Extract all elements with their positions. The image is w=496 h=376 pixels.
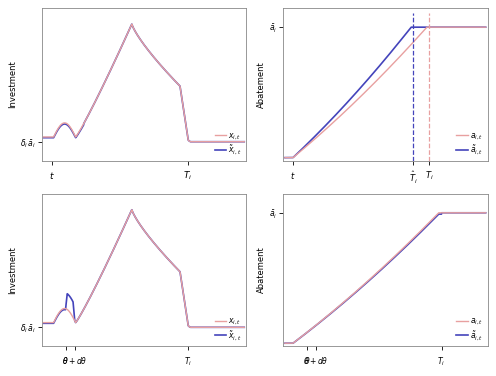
$\tilde{a}_{i,t}$ [292, 153, 298, 158]
$\tilde{a}_{i,t}$ [282, 341, 288, 346]
$a_{i,t}$ [282, 155, 288, 160]
$\tilde{a}_{i,t}$ [374, 66, 380, 71]
$\tilde{x}_{i,t}$ [187, 139, 193, 144]
$\tilde{x}_{i,t}$ [236, 325, 242, 330]
Y-axis label: Abatement: Abatement [257, 247, 266, 293]
$\tilde{x}_{i,t}$ [241, 139, 247, 144]
$x_{i,t}$ [133, 216, 139, 220]
$\tilde{a}_{i,t}$ [477, 25, 483, 29]
$\tilde{x}_{i,t}$ [133, 216, 139, 220]
$x_{i,t}$ [138, 224, 144, 229]
$\tilde{x}_{i,t}$ [129, 22, 135, 26]
Line: $x_{i,t}$: $x_{i,t}$ [44, 210, 244, 327]
$\tilde{x}_{i,t}$ [41, 321, 47, 326]
$a_{i,t}$ [477, 211, 483, 215]
$x_{i,t}$ [236, 325, 242, 330]
$x_{i,t}$ [199, 325, 205, 330]
$\tilde{x}_{i,t}$ [199, 139, 205, 144]
Line: $\tilde{a}_{i,t}$: $\tilde{a}_{i,t}$ [285, 27, 486, 158]
$a_{i,t}$ [379, 265, 385, 270]
$\tilde{a}_{i,t}$ [438, 211, 444, 215]
$\tilde{a}_{i,t}$ [379, 266, 385, 271]
$a_{i,t}$ [477, 211, 483, 215]
$\tilde{x}_{i,t}$ [241, 325, 247, 330]
$a_{i,t}$ [483, 25, 489, 29]
$a_{i,t}$ [424, 25, 430, 29]
$a_{i,t}$ [379, 72, 385, 77]
$a_{i,t}$ [477, 25, 483, 29]
$x_{i,t}$ [129, 208, 135, 212]
$x_{i,t}$ [241, 139, 247, 144]
$x_{i,t}$ [187, 325, 193, 330]
$x_{i,t}$ [199, 139, 205, 144]
$\tilde{x}_{i,t}$ [199, 325, 205, 330]
Legend: $x_{i,t}$, $\tilde{x}_{i,t}$: $x_{i,t}$, $\tilde{x}_{i,t}$ [214, 130, 243, 157]
$a_{i,t}$ [440, 211, 446, 215]
Line: $\tilde{x}_{i,t}$: $\tilde{x}_{i,t}$ [44, 210, 244, 327]
$\tilde{a}_{i,t}$ [483, 25, 489, 29]
$\tilde{x}_{i,t}$ [133, 30, 139, 35]
Legend: $a_{i,t}$, $\tilde{a}_{i,t}$: $a_{i,t}$, $\tilde{a}_{i,t}$ [455, 316, 484, 342]
$a_{i,t}$ [292, 339, 298, 344]
$\tilde{x}_{i,t}$ [51, 321, 57, 325]
$x_{i,t}$ [241, 325, 247, 330]
Y-axis label: Investment: Investment [8, 61, 17, 108]
$\tilde{a}_{i,t}$ [282, 155, 288, 160]
Line: $\tilde{a}_{i,t}$: $\tilde{a}_{i,t}$ [285, 213, 486, 343]
$\tilde{a}_{i,t}$ [290, 341, 296, 346]
$a_{i,t}$ [483, 211, 489, 215]
$\tilde{x}_{i,t}$ [129, 208, 135, 212]
Line: $a_{i,t}$: $a_{i,t}$ [285, 213, 486, 343]
$\tilde{a}_{i,t}$ [379, 60, 385, 65]
$\tilde{a}_{i,t}$ [292, 339, 298, 344]
$a_{i,t}$ [374, 270, 380, 275]
$\tilde{a}_{i,t}$ [440, 25, 446, 29]
$a_{i,t}$ [477, 25, 483, 29]
$\tilde{a}_{i,t}$ [477, 211, 483, 215]
$\tilde{a}_{i,t}$ [408, 25, 414, 29]
Line: $a_{i,t}$: $a_{i,t}$ [285, 27, 486, 158]
$\tilde{x}_{i,t}$ [138, 224, 144, 229]
$\tilde{x}_{i,t}$ [236, 139, 242, 144]
$x_{i,t}$ [138, 39, 144, 43]
$x_{i,t}$ [41, 320, 47, 325]
$\tilde{a}_{i,t}$ [483, 211, 489, 215]
Line: $\tilde{x}_{i,t}$: $\tilde{x}_{i,t}$ [44, 24, 244, 142]
$\tilde{x}_{i,t}$ [187, 325, 193, 330]
$x_{i,t}$ [187, 139, 193, 144]
$\tilde{x}_{i,t}$ [236, 139, 242, 144]
$\tilde{a}_{i,t}$ [374, 271, 380, 275]
$a_{i,t}$ [292, 153, 298, 158]
$x_{i,t}$ [41, 135, 47, 139]
Y-axis label: Investment: Investment [8, 246, 17, 294]
$\tilde{x}_{i,t}$ [138, 39, 144, 43]
$\tilde{x}_{i,t}$ [51, 135, 57, 139]
$\tilde{a}_{i,t}$ [477, 25, 483, 29]
$x_{i,t}$ [236, 139, 242, 144]
Y-axis label: Abatement: Abatement [257, 61, 266, 108]
$a_{i,t}$ [282, 341, 288, 346]
$\tilde{a}_{i,t}$ [477, 211, 483, 215]
$x_{i,t}$ [51, 320, 57, 324]
$a_{i,t}$ [440, 25, 446, 29]
$x_{i,t}$ [51, 134, 57, 139]
$\tilde{x}_{i,t}$ [41, 135, 47, 140]
$x_{i,t}$ [129, 22, 135, 26]
$a_{i,t}$ [436, 211, 442, 215]
$a_{i,t}$ [374, 78, 380, 82]
$\tilde{x}_{i,t}$ [236, 325, 242, 330]
Legend: $x_{i,t}$, $\tilde{x}_{i,t}$: $x_{i,t}$, $\tilde{x}_{i,t}$ [214, 316, 243, 342]
$x_{i,t}$ [133, 30, 139, 35]
$\tilde{a}_{i,t}$ [440, 211, 446, 215]
Line: $x_{i,t}$: $x_{i,t}$ [44, 24, 244, 142]
$x_{i,t}$ [236, 139, 242, 144]
Legend: $a_{i,t}$, $\tilde{a}_{i,t}$: $a_{i,t}$, $\tilde{a}_{i,t}$ [455, 130, 484, 157]
$x_{i,t}$ [236, 325, 242, 330]
